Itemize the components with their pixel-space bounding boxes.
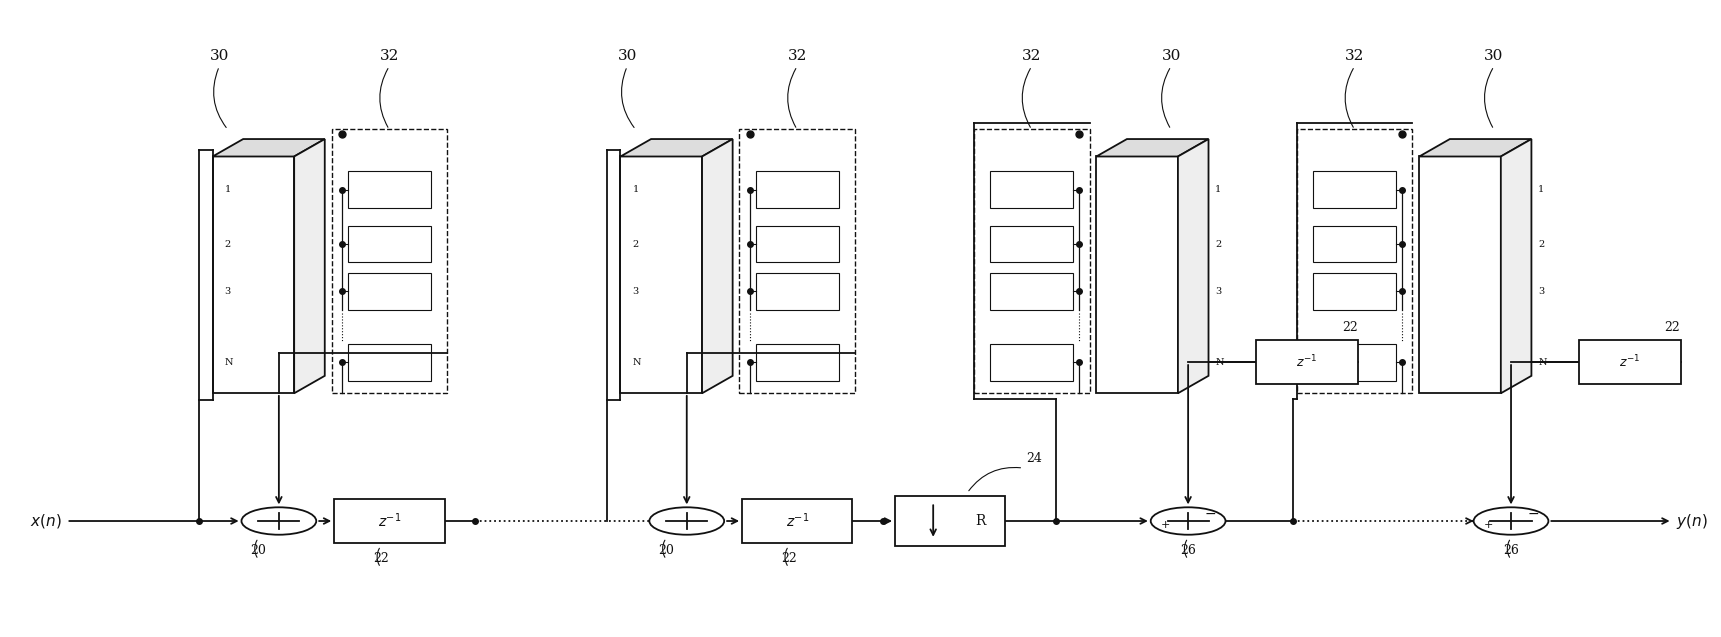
Text: N: N bbox=[1539, 358, 1547, 367]
Text: 1: 1 bbox=[1539, 185, 1544, 194]
Text: 30: 30 bbox=[1162, 49, 1181, 63]
Polygon shape bbox=[1420, 139, 1532, 157]
Polygon shape bbox=[621, 157, 702, 393]
Text: +: + bbox=[1484, 520, 1494, 530]
Bar bbox=[990, 171, 1074, 208]
Text: 1: 1 bbox=[224, 185, 231, 194]
Text: $z^{-1}$: $z^{-1}$ bbox=[1296, 354, 1318, 371]
Text: N: N bbox=[1215, 358, 1224, 367]
Text: 30: 30 bbox=[210, 49, 229, 63]
Text: 3: 3 bbox=[1215, 287, 1222, 296]
Bar bbox=[756, 225, 838, 262]
Text: 20: 20 bbox=[251, 543, 267, 557]
Text: N: N bbox=[224, 358, 232, 367]
Text: 32: 32 bbox=[788, 49, 807, 63]
Bar bbox=[332, 129, 447, 393]
Text: $z^{-1}$: $z^{-1}$ bbox=[1619, 354, 1640, 371]
Text: 1: 1 bbox=[1215, 185, 1222, 194]
Bar bbox=[348, 171, 430, 208]
Text: 32: 32 bbox=[380, 49, 399, 63]
Text: 30: 30 bbox=[618, 49, 637, 63]
Bar bbox=[990, 344, 1074, 381]
Text: 2: 2 bbox=[632, 240, 638, 248]
Text: 26: 26 bbox=[1502, 543, 1520, 557]
Bar bbox=[1313, 225, 1396, 262]
Bar bbox=[1313, 344, 1396, 381]
Text: 26: 26 bbox=[1181, 543, 1196, 557]
Text: $z^{-1}$: $z^{-1}$ bbox=[785, 512, 809, 531]
Text: R: R bbox=[976, 514, 986, 528]
Text: 3: 3 bbox=[1539, 287, 1544, 296]
Polygon shape bbox=[702, 139, 733, 393]
Text: 3: 3 bbox=[224, 287, 231, 296]
Polygon shape bbox=[294, 139, 325, 393]
Text: N: N bbox=[632, 358, 640, 367]
Polygon shape bbox=[1096, 139, 1208, 157]
Polygon shape bbox=[213, 139, 325, 157]
Text: 3: 3 bbox=[632, 287, 638, 296]
Bar bbox=[990, 225, 1074, 262]
Text: 22: 22 bbox=[373, 552, 389, 564]
Text: 24: 24 bbox=[1027, 452, 1043, 465]
Bar bbox=[348, 225, 430, 262]
Bar bbox=[990, 273, 1074, 310]
Bar bbox=[1313, 273, 1396, 310]
Polygon shape bbox=[1096, 157, 1177, 393]
Bar bbox=[974, 129, 1089, 393]
Bar bbox=[1313, 171, 1396, 208]
Bar bbox=[756, 273, 838, 310]
Bar bbox=[756, 171, 838, 208]
Text: 32: 32 bbox=[1346, 49, 1365, 63]
Text: 22: 22 bbox=[781, 552, 797, 564]
Text: 32: 32 bbox=[1022, 49, 1041, 63]
Bar bbox=[740, 129, 855, 393]
Polygon shape bbox=[1420, 157, 1501, 393]
Text: 22: 22 bbox=[1342, 321, 1358, 334]
Polygon shape bbox=[621, 139, 733, 157]
Text: $z^{-1}$: $z^{-1}$ bbox=[377, 512, 401, 531]
Text: 2: 2 bbox=[1539, 240, 1544, 248]
Text: 30: 30 bbox=[1484, 49, 1504, 63]
Text: 20: 20 bbox=[659, 543, 675, 557]
Bar bbox=[1578, 340, 1681, 384]
Text: 2: 2 bbox=[224, 240, 231, 248]
Bar bbox=[742, 499, 852, 543]
Text: +: + bbox=[1162, 520, 1170, 530]
Text: 2: 2 bbox=[1215, 240, 1222, 248]
Bar bbox=[348, 273, 430, 310]
Bar bbox=[756, 344, 838, 381]
Bar bbox=[348, 344, 430, 381]
Bar bbox=[895, 496, 1005, 546]
Polygon shape bbox=[213, 157, 294, 393]
Polygon shape bbox=[1501, 139, 1532, 393]
Polygon shape bbox=[1177, 139, 1208, 393]
Bar bbox=[1256, 340, 1358, 384]
Text: $x(n)$: $x(n)$ bbox=[29, 512, 62, 530]
Bar bbox=[1298, 129, 1413, 393]
Text: 22: 22 bbox=[1664, 321, 1680, 334]
Text: −: − bbox=[1528, 507, 1539, 521]
Bar bbox=[334, 499, 444, 543]
Text: −: − bbox=[1205, 507, 1217, 521]
Text: 1: 1 bbox=[632, 185, 638, 194]
Text: $y(n)$: $y(n)$ bbox=[1676, 512, 1707, 531]
